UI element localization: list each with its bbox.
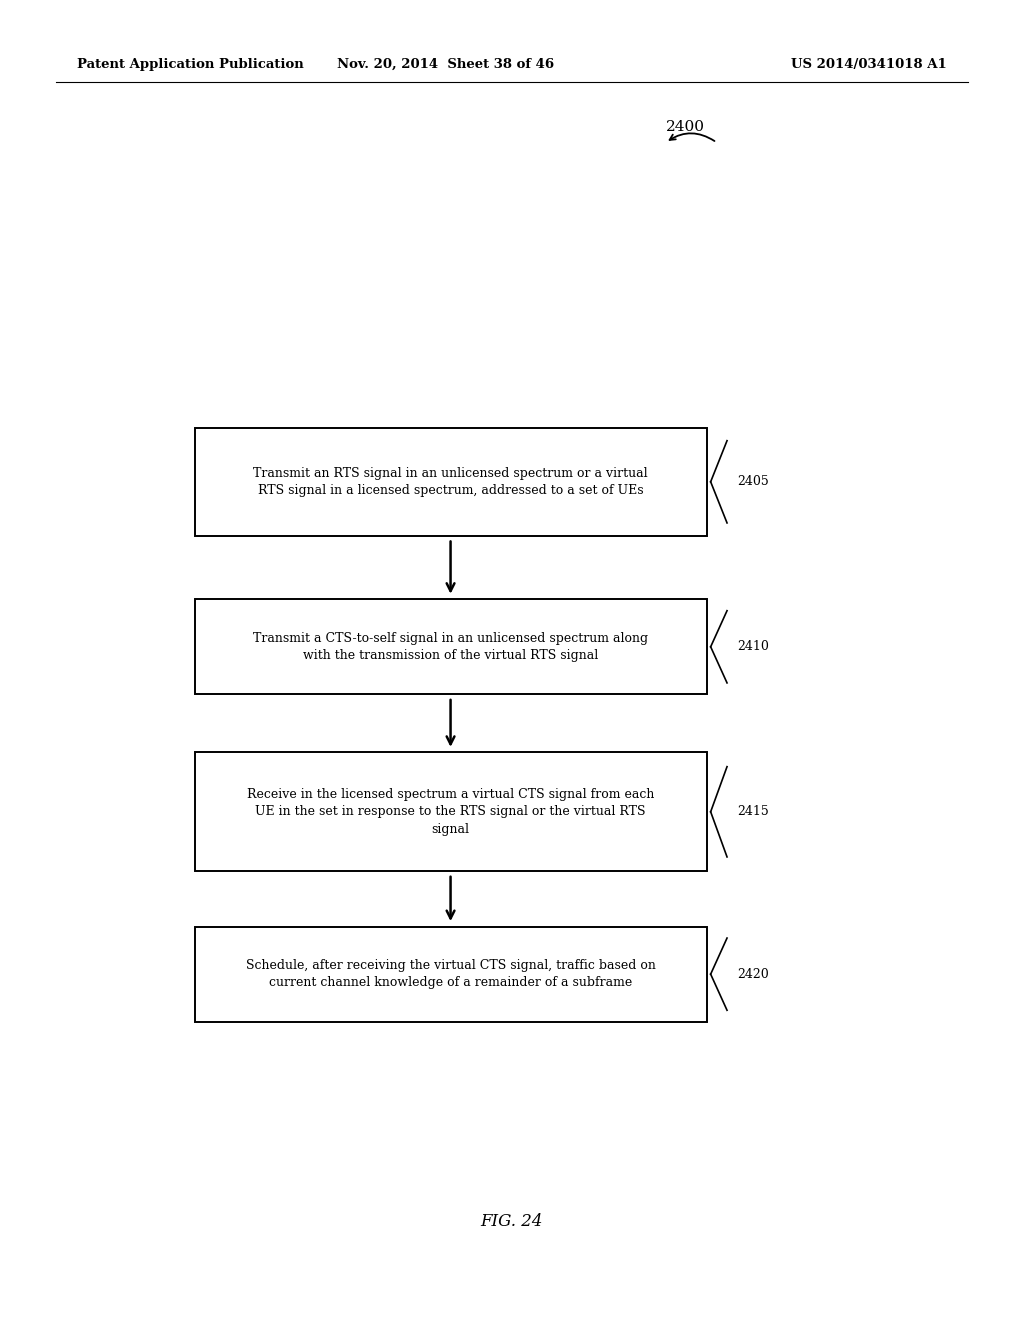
Text: Transmit an RTS signal in an unlicensed spectrum or a virtual
RTS signal in a li: Transmit an RTS signal in an unlicensed … bbox=[253, 466, 648, 498]
Text: US 2014/0341018 A1: US 2014/0341018 A1 bbox=[792, 58, 947, 71]
Text: 2410: 2410 bbox=[736, 640, 769, 653]
Bar bbox=[195, 927, 707, 1022]
Bar bbox=[195, 752, 707, 871]
Text: Receive in the licensed spectrum a virtual CTS signal from each
UE in the set in: Receive in the licensed spectrum a virtu… bbox=[247, 788, 654, 836]
Text: Transmit a CTS-to-self signal in an unlicensed spectrum along
with the transmiss: Transmit a CTS-to-self signal in an unli… bbox=[253, 631, 648, 663]
Text: 2400: 2400 bbox=[666, 120, 705, 133]
Bar bbox=[195, 428, 707, 536]
Text: 2415: 2415 bbox=[736, 805, 769, 818]
FancyArrowPatch shape bbox=[670, 133, 715, 141]
Text: Patent Application Publication: Patent Application Publication bbox=[77, 58, 303, 71]
Text: 2420: 2420 bbox=[736, 968, 769, 981]
Text: 2405: 2405 bbox=[736, 475, 769, 488]
Text: Nov. 20, 2014  Sheet 38 of 46: Nov. 20, 2014 Sheet 38 of 46 bbox=[337, 58, 554, 71]
Text: Schedule, after receiving the virtual CTS signal, traffic based on
current chann: Schedule, after receiving the virtual CT… bbox=[246, 958, 655, 990]
Bar bbox=[195, 599, 707, 694]
Text: FIG. 24: FIG. 24 bbox=[480, 1213, 544, 1229]
